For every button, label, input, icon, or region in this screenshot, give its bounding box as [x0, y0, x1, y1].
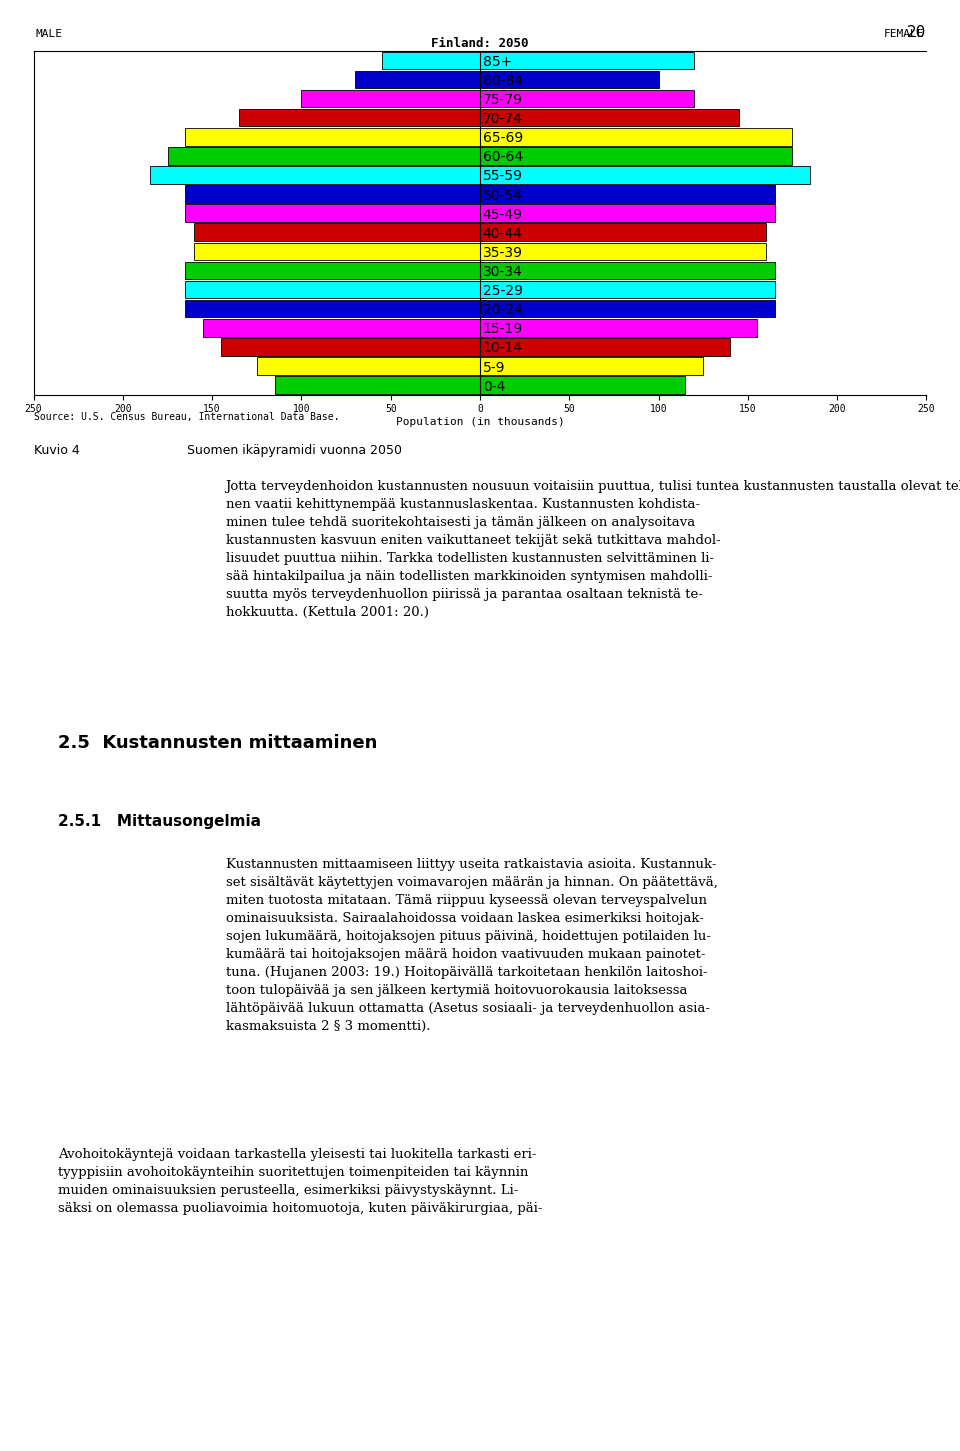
Bar — [185, 128, 480, 145]
Bar — [185, 261, 480, 279]
Bar — [275, 376, 480, 393]
Bar — [480, 109, 739, 126]
Text: 2.5.1   Mittausongelmia: 2.5.1 Mittausongelmia — [58, 814, 260, 829]
Bar — [257, 357, 480, 374]
Bar — [185, 300, 480, 318]
Bar — [480, 357, 703, 374]
Bar — [480, 300, 775, 318]
Bar — [480, 147, 793, 164]
Bar — [480, 167, 810, 184]
Bar — [150, 167, 480, 184]
Bar — [480, 205, 775, 222]
Text: Source: U.S. Census Bureau, International Data Base.: Source: U.S. Census Bureau, Internationa… — [34, 412, 339, 422]
Bar — [185, 186, 480, 203]
Title: Finland: 2050: Finland: 2050 — [431, 36, 529, 49]
Text: Suomen ikäpyramidi vuonna 2050: Suomen ikäpyramidi vuonna 2050 — [187, 444, 402, 457]
Bar — [185, 205, 480, 222]
Bar — [480, 261, 775, 279]
Bar — [185, 281, 480, 299]
Bar — [480, 223, 766, 241]
Bar — [194, 242, 480, 260]
Bar — [168, 147, 480, 164]
Bar — [382, 52, 480, 70]
Bar — [480, 186, 775, 203]
Text: Avohoitokäyntejä voidaan tarkastella yleisesti tai luokitella tarkasti eri-
tyyp: Avohoitokäyntejä voidaan tarkastella yle… — [58, 1148, 542, 1214]
Bar — [355, 71, 480, 89]
Text: Kuvio 4: Kuvio 4 — [34, 444, 80, 457]
Text: FEMALE: FEMALE — [884, 29, 924, 39]
Text: MALE: MALE — [36, 29, 62, 39]
Bar — [301, 90, 480, 107]
Text: Kustannusten mittaamiseen liittyy useita ratkaistavia asioita. Kustannuk-
set si: Kustannusten mittaamiseen liittyy useita… — [226, 858, 717, 1033]
Bar — [480, 90, 694, 107]
Text: Jotta terveydenhoidon kustannusten nousuun voitaisiin puuttua, tulisi tuntea kus: Jotta terveydenhoidon kustannusten nousu… — [226, 480, 960, 620]
Bar — [194, 223, 480, 241]
Bar — [480, 319, 756, 337]
Bar — [480, 242, 766, 260]
Bar — [480, 71, 659, 89]
Bar — [480, 338, 730, 355]
Bar — [221, 338, 480, 355]
Bar — [480, 52, 694, 70]
Bar — [204, 319, 480, 337]
Bar — [480, 376, 685, 393]
Text: 2.5  Kustannusten mittaaminen: 2.5 Kustannusten mittaaminen — [58, 734, 377, 752]
Text: 20: 20 — [907, 25, 926, 39]
Bar — [480, 281, 775, 299]
Bar — [480, 128, 793, 145]
Bar — [239, 109, 480, 126]
X-axis label: Population (in thousands): Population (in thousands) — [396, 418, 564, 427]
